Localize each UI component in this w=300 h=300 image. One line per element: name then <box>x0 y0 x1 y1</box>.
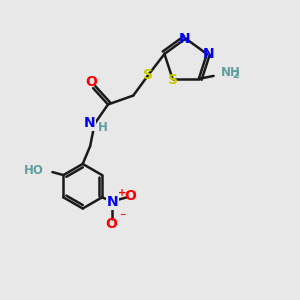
Text: 2: 2 <box>232 70 238 80</box>
Text: N: N <box>202 47 214 61</box>
Text: O: O <box>86 75 98 89</box>
Text: HO: HO <box>24 164 44 177</box>
Text: N: N <box>106 195 118 209</box>
Text: NH: NH <box>220 66 240 80</box>
Text: N: N <box>178 32 190 46</box>
Text: S: S <box>168 74 178 87</box>
Text: ⁻: ⁻ <box>119 211 126 224</box>
Text: O: O <box>105 217 117 231</box>
Text: S: S <box>143 68 153 82</box>
Text: +: + <box>118 188 127 198</box>
Text: H: H <box>98 121 108 134</box>
Text: O: O <box>124 189 136 203</box>
Text: N: N <box>83 116 95 130</box>
